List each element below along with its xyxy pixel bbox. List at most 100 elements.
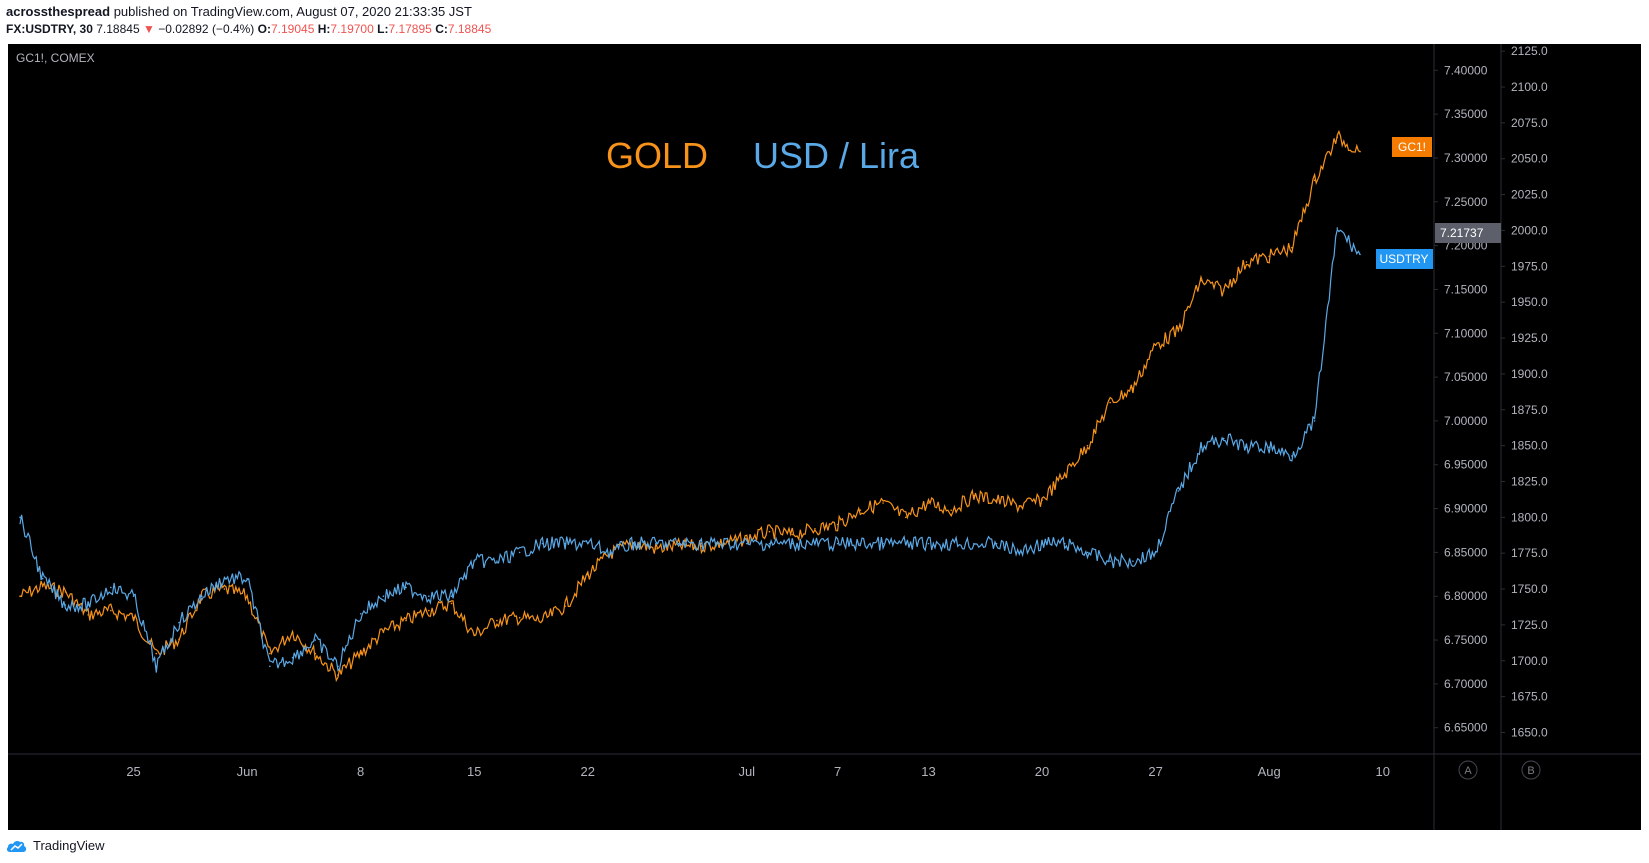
usdtry-line-path-point bbox=[1245, 446, 1248, 449]
scale-button-b[interactable]: B bbox=[1527, 765, 1534, 777]
gold-line-path-point bbox=[1313, 179, 1316, 182]
gold-line-path bbox=[19, 129, 1361, 683]
gold-line-path-point bbox=[382, 631, 385, 633]
gold-scale-tick: 1675.0 bbox=[1511, 690, 1548, 704]
chart-area[interactable]: GC1!, COMEX GOLD USD / Lira 7.40000 7.350… bbox=[8, 44, 1641, 830]
price-change: −0.02892 (−0.4%) bbox=[158, 22, 255, 36]
usdtry-line-path-point bbox=[564, 542, 566, 545]
open-value: 7.19045 bbox=[270, 22, 315, 36]
gold-line-path-point bbox=[428, 609, 430, 612]
time-scale[interactable]: 25 Jun 8 15 22 Jul 7 13 20 27 Aug 10 bbox=[126, 764, 1390, 779]
usdtry-line-path-point bbox=[1041, 542, 1043, 545]
gold-line-path-point bbox=[41, 585, 44, 587]
gold-scale-tick: 2075.0 bbox=[1511, 116, 1548, 130]
usdtry-line-path-point bbox=[405, 586, 407, 589]
usdtry-scale-tick: 7.05000 bbox=[1444, 370, 1488, 384]
gold-line-path-point bbox=[87, 614, 89, 616]
usdtry-line-path bbox=[19, 228, 1361, 673]
chart-svg[interactable]: GC1!, COMEX GOLD USD / Lira 7.40000 7.350… bbox=[8, 44, 1641, 830]
open-label: O: bbox=[257, 22, 271, 36]
usdtry-line-path-point bbox=[1200, 446, 1202, 449]
time-scale-tick: 10 bbox=[1375, 764, 1389, 779]
time-scale-tick: 13 bbox=[921, 764, 935, 779]
usdtry-line-path-point bbox=[496, 560, 498, 562]
gold-line-path-point bbox=[518, 616, 521, 619]
usdtry-price-tag: USDTRY bbox=[1379, 252, 1428, 266]
gold-line-path-point bbox=[882, 502, 884, 504]
gold-scale-tick: 1800.0 bbox=[1511, 510, 1548, 524]
gold-line-path-point bbox=[655, 548, 657, 550]
usdtry-line-path-point bbox=[518, 551, 521, 554]
usdtry-line-path-point bbox=[178, 621, 180, 624]
published-text: published on TradingView.com, August 07,… bbox=[113, 4, 472, 19]
gold-line-path-point bbox=[64, 591, 67, 593]
gold-line-path-point bbox=[473, 634, 476, 636]
crosshair-value-label: 7.21737 bbox=[1440, 226, 1484, 240]
gold-line-path-point bbox=[178, 638, 180, 641]
usdtry-scale-tick: 7.00000 bbox=[1444, 414, 1488, 428]
time-scale-tick: Aug bbox=[1258, 764, 1281, 779]
gold-line-path-point bbox=[1200, 279, 1202, 282]
time-scale-tick: 25 bbox=[126, 764, 140, 779]
gold-scale-tick: 1750.0 bbox=[1511, 582, 1548, 596]
scale-button-b-ring[interactable] bbox=[1521, 760, 1541, 780]
gold-line-path-point bbox=[1154, 344, 1157, 347]
usdtry-scale-tick: 6.85000 bbox=[1444, 545, 1488, 559]
usdtry-line-path-point bbox=[1222, 437, 1225, 440]
publish-line: acrossthespread published on TradingView… bbox=[6, 4, 472, 19]
usdtry-price-tag-bg bbox=[1376, 249, 1433, 269]
usdtry-line-path-point bbox=[291, 656, 294, 659]
usdtry-scale-tick: 7.15000 bbox=[1444, 282, 1488, 296]
usdtry-line-path-point bbox=[904, 542, 907, 545]
usdtry-scale-tick: 7.40000 bbox=[1444, 63, 1488, 77]
usdtry-scale-tick: 7.10000 bbox=[1444, 326, 1488, 340]
gold-scale-tick: 1700.0 bbox=[1511, 654, 1548, 668]
usdtry-line-path-point bbox=[836, 542, 839, 545]
gold-line-path-point bbox=[1086, 444, 1089, 447]
usdtry-line-path-point bbox=[1154, 551, 1157, 554]
close-label: C: bbox=[435, 22, 448, 36]
usdtry-line-path-point bbox=[1291, 455, 1293, 457]
gold-line-path-point bbox=[1041, 499, 1043, 501]
usdtry-line-path-point bbox=[64, 604, 67, 606]
gold-scale-tick: 1725.0 bbox=[1511, 618, 1548, 632]
usdtry-line-path-point bbox=[223, 577, 226, 580]
gold-line-path-point bbox=[1245, 261, 1248, 263]
crosshair-value-bg bbox=[1435, 223, 1501, 243]
usdtry-line-path-point bbox=[132, 595, 135, 598]
time-scale-tick: 15 bbox=[467, 764, 481, 779]
gold-line-path-point bbox=[995, 499, 998, 501]
gold-price-scale[interactable]: 2125.0 2100.0 2075.0 2050.0 2025.0 2000.0 1975… bbox=[1501, 44, 1548, 739]
scale-button-a[interactable]: A bbox=[1464, 765, 1472, 777]
usdtry-scale-tick: 7.35000 bbox=[1444, 107, 1488, 121]
high-value: 7.19700 bbox=[330, 22, 374, 36]
usdtry-line-path-point bbox=[1336, 227, 1339, 229]
gold-line-path-point bbox=[1336, 136, 1339, 139]
gold-line-path-point bbox=[110, 609, 112, 612]
tradingview-cloud-icon bbox=[6, 840, 27, 852]
time-scale-tick: 22 bbox=[581, 764, 595, 779]
usdtry-line-path-point bbox=[927, 542, 930, 545]
usdtry-line-path-point bbox=[428, 595, 430, 598]
gold-line-path-point bbox=[337, 674, 339, 676]
usdtry-line-path-point bbox=[973, 542, 975, 545]
high-label: H: bbox=[317, 22, 331, 36]
tradingview-logo[interactable]: TradingView bbox=[6, 838, 105, 853]
gold-line-path-point bbox=[586, 573, 589, 576]
usdtry-price-scale[interactable]: 7.400007.350007.300007.250007.200007.150… bbox=[1434, 63, 1488, 735]
gold-title: GOLD bbox=[606, 135, 708, 176]
usdtry-scale-tick: 6.80000 bbox=[1444, 589, 1488, 603]
gold-scale-tick: 1950.0 bbox=[1511, 295, 1548, 309]
gold-line-path-point bbox=[791, 533, 794, 536]
publisher-name[interactable]: acrossthespread bbox=[6, 4, 111, 19]
time-scale-tick: 7 bbox=[834, 764, 841, 779]
time-scale-tick: Jul bbox=[738, 764, 755, 779]
usdtry-scale-tick: 6.90000 bbox=[1444, 502, 1488, 516]
usdtry-series-line bbox=[19, 227, 1361, 673]
gold-line-path-point bbox=[155, 652, 158, 655]
scale-button-a-ring[interactable] bbox=[1458, 760, 1478, 780]
time-scale-tick: 20 bbox=[1035, 764, 1049, 779]
usdtry-line-path-point bbox=[314, 639, 317, 641]
low-label: L: bbox=[377, 22, 389, 36]
gold-scale-tick: 1650.0 bbox=[1511, 725, 1548, 739]
